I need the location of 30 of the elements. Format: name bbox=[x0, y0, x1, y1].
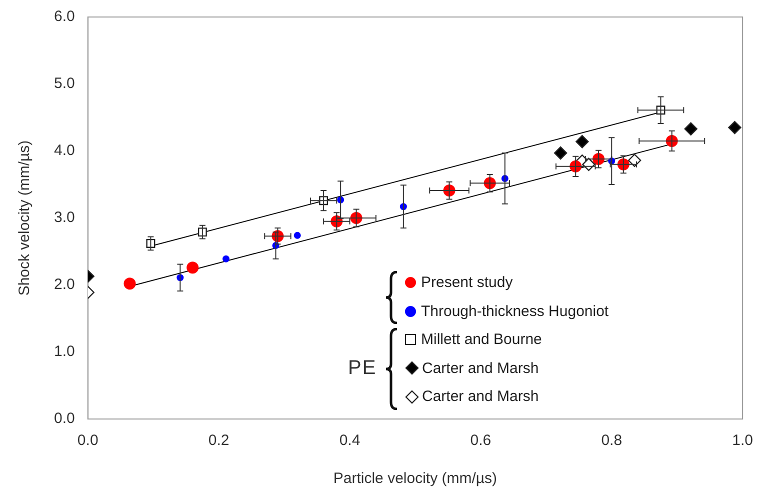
x-tick-label: 1.0 bbox=[732, 432, 754, 450]
point bbox=[124, 278, 136, 290]
point bbox=[728, 120, 742, 134]
annotation: PE bbox=[348, 356, 377, 380]
point bbox=[684, 122, 698, 136]
point bbox=[576, 135, 589, 148]
x-tick-label: 0.4 bbox=[339, 432, 360, 450]
x-tick-label: 0.8 bbox=[601, 432, 622, 450]
x-tick-label: 0.6 bbox=[470, 432, 492, 450]
point bbox=[222, 255, 230, 262]
y-tick-label: 0.0 bbox=[54, 410, 75, 428]
x-tick-label: 0.2 bbox=[208, 432, 230, 450]
y-tick-label: 6.0 bbox=[54, 8, 75, 26]
point bbox=[628, 154, 642, 167]
legend-label: Carter and Marsh bbox=[422, 360, 539, 377]
y-tick-label: 3.0 bbox=[54, 209, 75, 226]
y-tick-label: 5.0 bbox=[54, 75, 75, 92]
y-tick-label: 1.0 bbox=[54, 343, 75, 360]
legend-label: Through-thickness Hugoniot bbox=[421, 302, 609, 320]
legend-label: Present study bbox=[421, 274, 513, 292]
point bbox=[554, 146, 568, 160]
y-axis-title: Shock velocity (mm/µs) bbox=[16, 140, 34, 296]
legend-label: Carter and Marsh bbox=[422, 388, 539, 406]
legend-label: Millett and Bourne bbox=[421, 331, 542, 348]
point bbox=[294, 232, 301, 239]
y-tick-label: 2.0 bbox=[54, 276, 75, 294]
x-axis-title: Particle velocity (mm/µs) bbox=[333, 470, 498, 488]
y-tick-label: 4.0 bbox=[54, 142, 75, 160]
point bbox=[186, 262, 199, 274]
x-tick-label: 0.0 bbox=[77, 432, 98, 450]
